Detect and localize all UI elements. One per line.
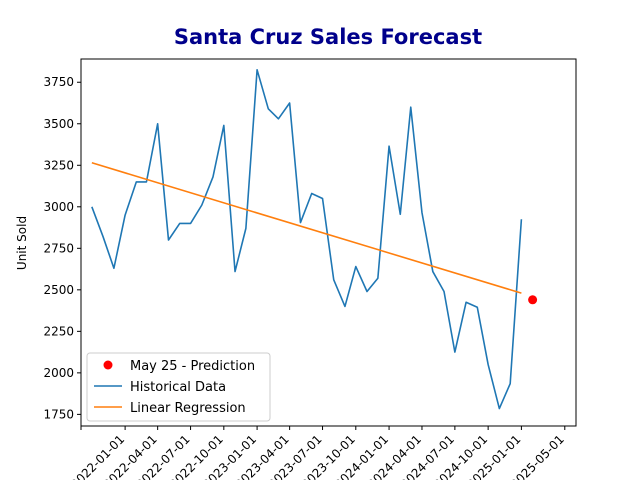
- y-tick-label: 3500: [43, 117, 74, 131]
- y-tick-label: 3750: [43, 75, 74, 89]
- linear-regression-line: [91, 162, 522, 294]
- y-axis-label: Unit Sold: [15, 216, 29, 270]
- y-tick-label: 2000: [43, 366, 74, 380]
- chart-title: Santa Cruz Sales Forecast: [174, 25, 482, 49]
- legend-box: [86, 352, 271, 422]
- legend: May 25 - Prediction Historical Data Linear…: [86, 352, 271, 422]
- y-tick-label: 3250: [43, 158, 74, 172]
- y-tick-label: 2250: [43, 324, 74, 338]
- y-tick-label: 2500: [43, 283, 74, 297]
- y-tick-label: 2750: [43, 241, 74, 255]
- plot-area: [91, 68, 538, 410]
- historical-data-line: [91, 68, 523, 410]
- plot-frame: [80, 58, 577, 427]
- legend-label: Historical Data: [130, 380, 226, 395]
- legend-marker: [103, 360, 113, 370]
- legend-label: Linear Regression: [130, 401, 246, 416]
- legend-label: May 25 - Prediction: [130, 359, 255, 374]
- y-tick-label: 3000: [43, 200, 74, 214]
- y-tick-label: 1750: [43, 407, 74, 421]
- axes: 1750200022502500275030003250350037502022…: [43, 75, 566, 480]
- prediction-point: [528, 295, 538, 305]
